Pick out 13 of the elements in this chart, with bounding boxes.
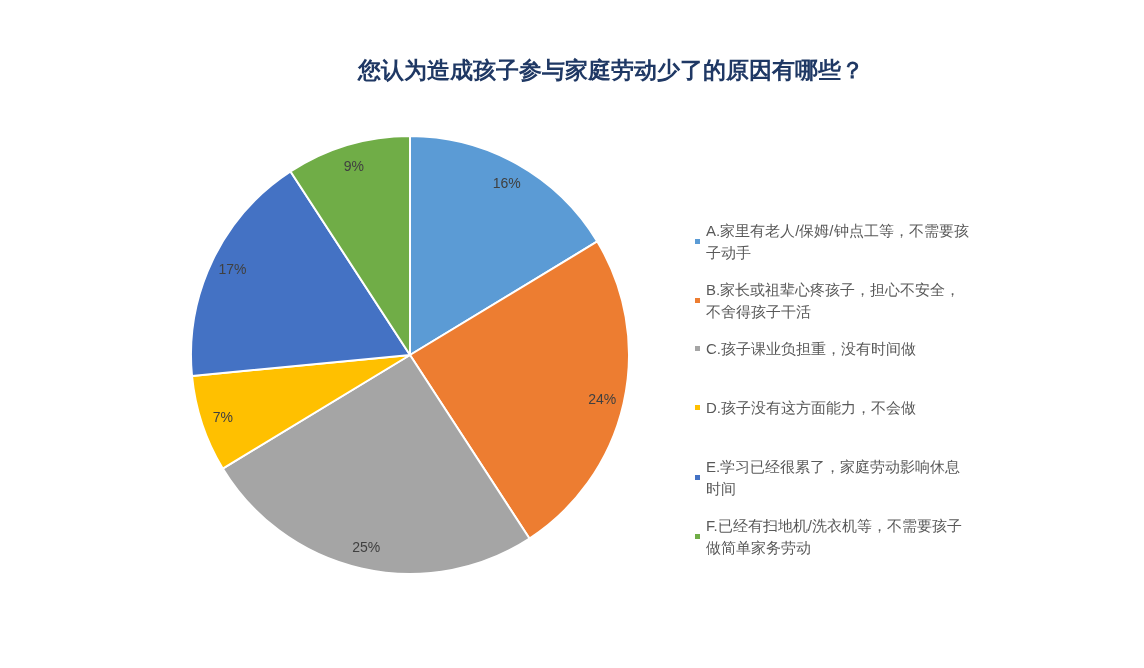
data-label: 24% <box>588 390 617 407</box>
legend-label: A.家里有老人/保姆/钟点工等，不需要孩子动手 <box>706 222 969 261</box>
data-label: 16% <box>492 175 521 192</box>
data-label: 7% <box>212 409 234 426</box>
legend-label: D.孩子没有这方面能力，不会做 <box>706 399 916 416</box>
legend-label: B.家长或祖辈心疼孩子，担心不安全，不舍得孩子干活 <box>706 281 961 320</box>
data-label: 9% <box>343 158 365 175</box>
data-label: 25% <box>352 539 381 556</box>
legend-label: F.已经有扫地机/洗衣机等，不需要孩子做简单家务劳动 <box>706 517 962 556</box>
legend-label: C.孩子课业负担重，没有时间做 <box>706 340 916 357</box>
chart-title: 您认为造成孩子参与家庭劳动少了的原因有哪些？ <box>357 57 864 83</box>
data-label: 17% <box>218 261 247 278</box>
legend-label: E.学习已经很累了，家庭劳动影响休息时间 <box>706 458 961 497</box>
